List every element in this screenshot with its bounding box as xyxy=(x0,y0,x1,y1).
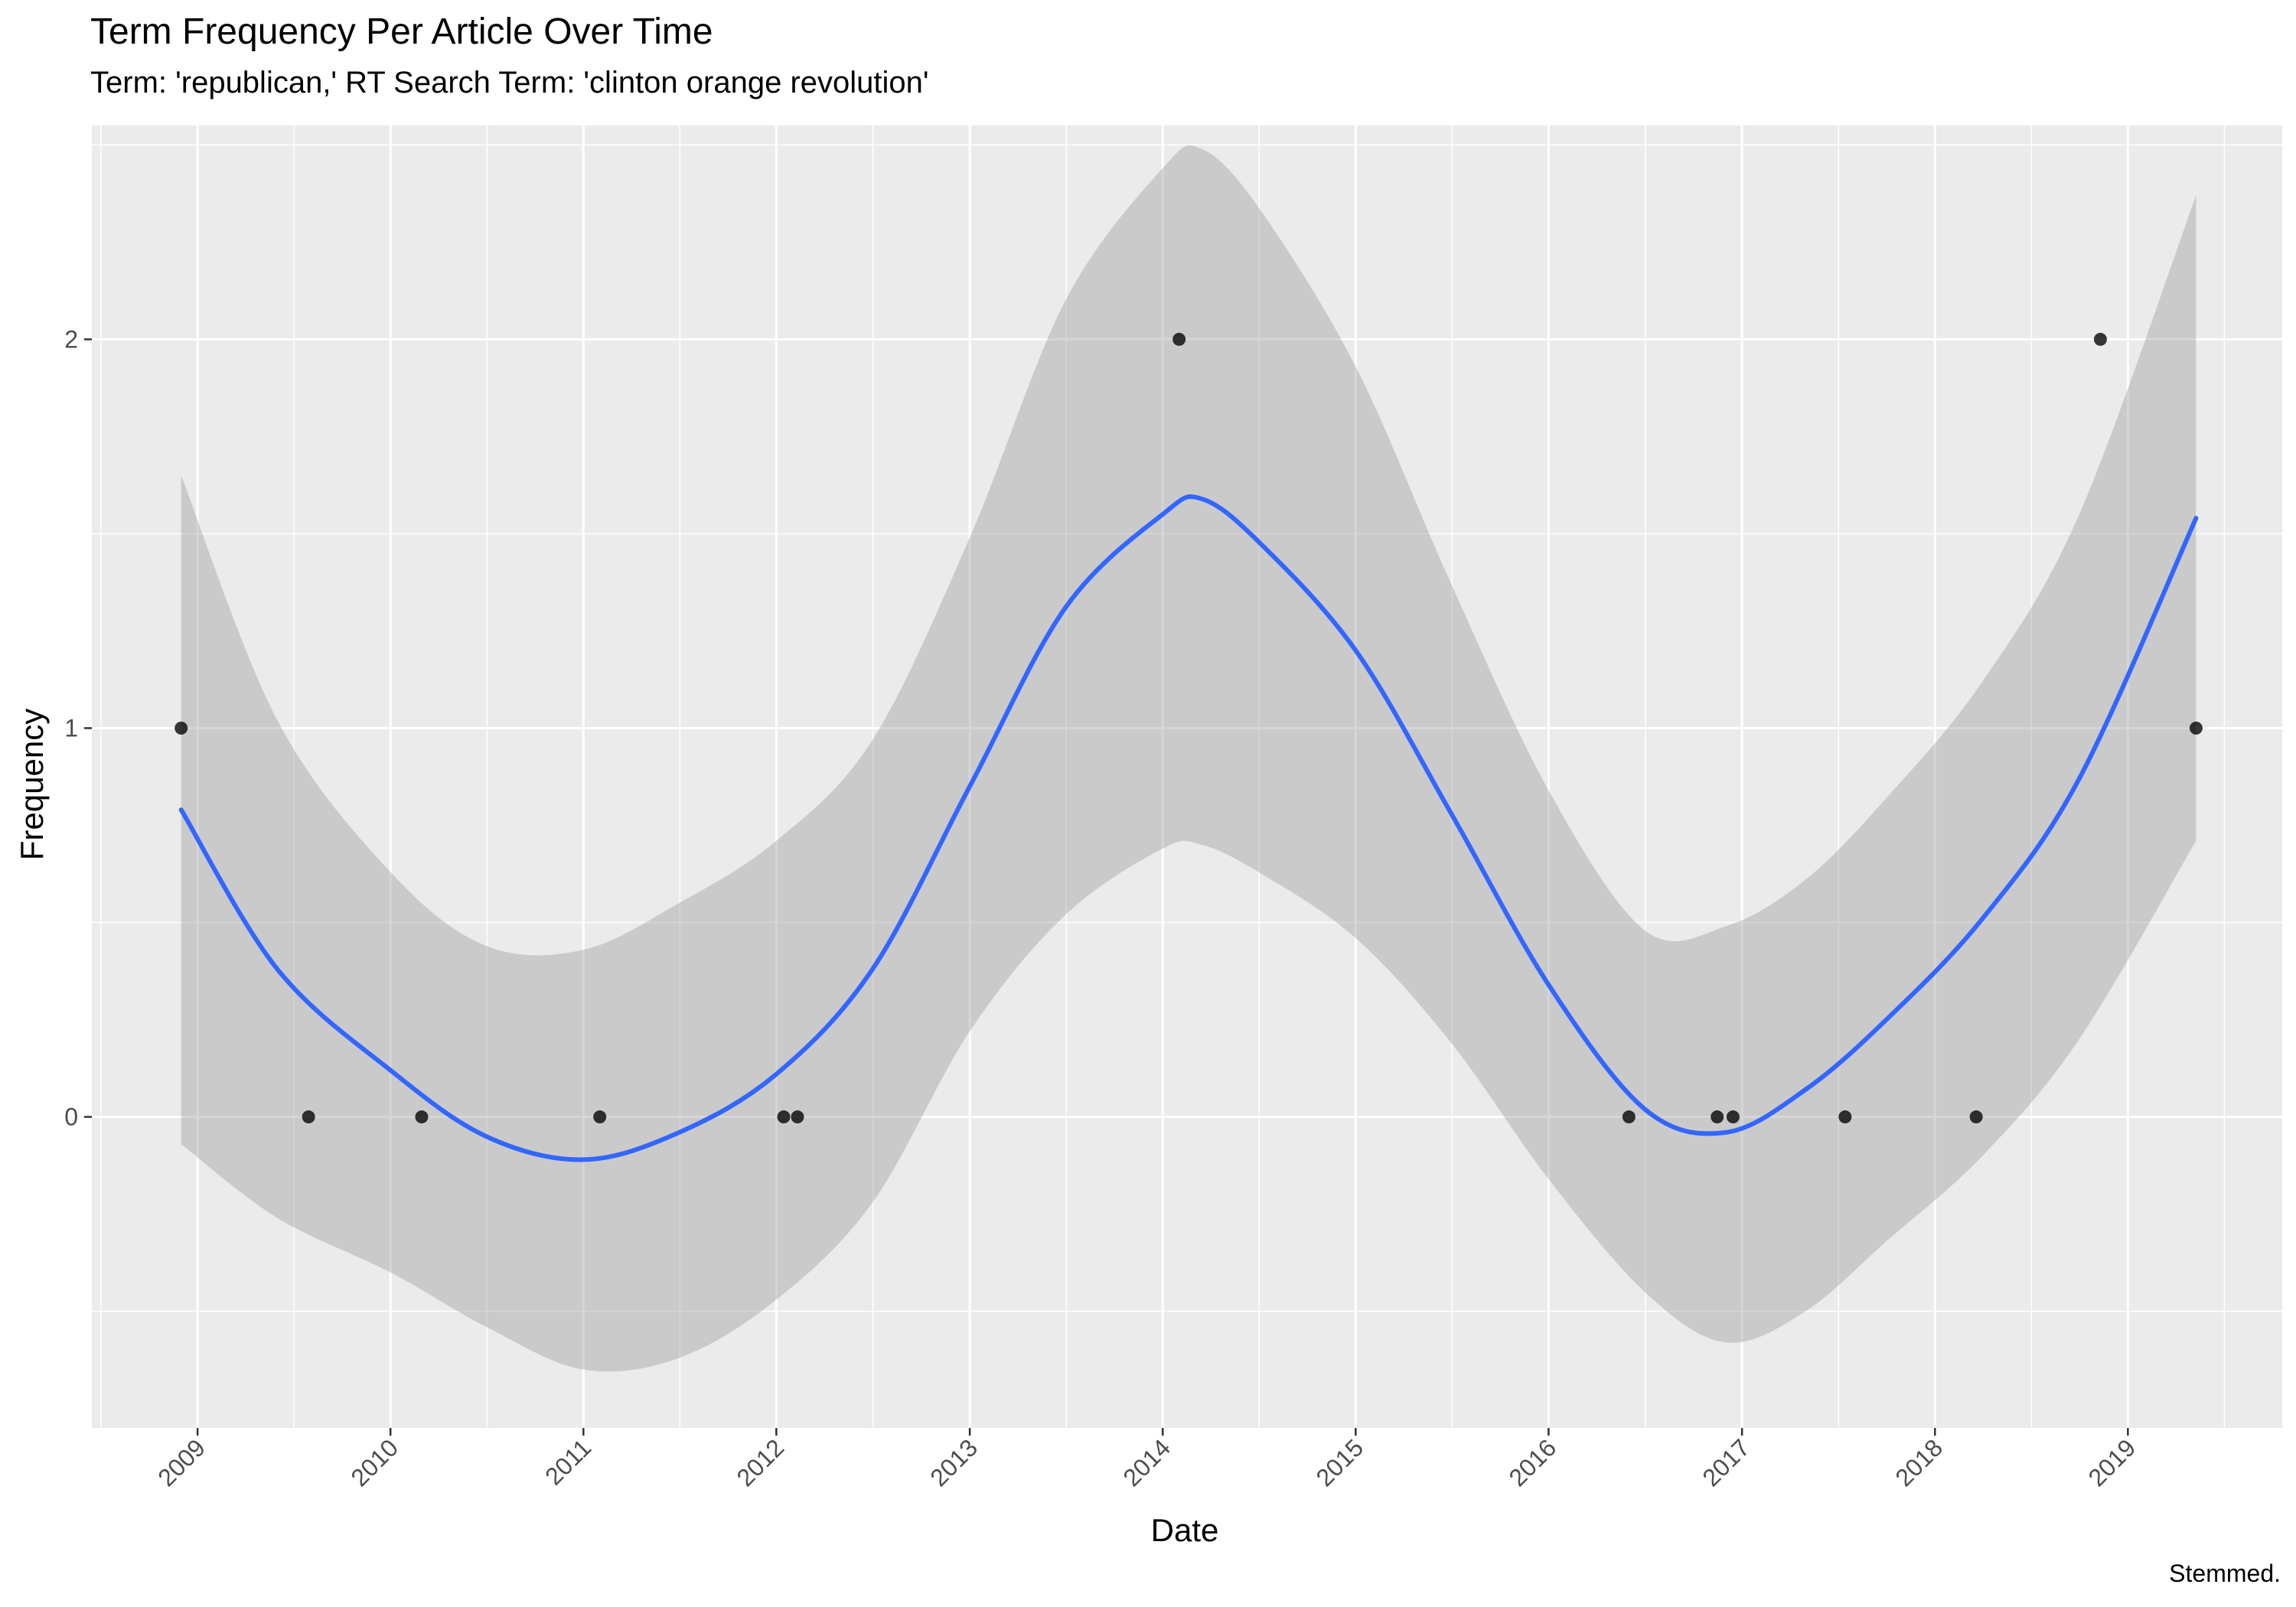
data-point xyxy=(777,1110,791,1124)
x-tick-label: 2014 xyxy=(1117,1433,1176,1491)
data-point xyxy=(2093,332,2107,346)
x-tick-label: 2017 xyxy=(1697,1433,1755,1491)
data-point xyxy=(174,721,188,735)
x-tick-label: 2013 xyxy=(925,1433,983,1491)
chart-caption: Stemmed. xyxy=(2169,1560,2281,1587)
x-tick-label: 2012 xyxy=(732,1433,790,1491)
data-point xyxy=(791,1110,804,1124)
x-tick-label: 2015 xyxy=(1310,1433,1368,1491)
x-tick-label: 2009 xyxy=(152,1433,210,1491)
y-tick-label: 2 xyxy=(64,325,78,353)
y-axis-title: Frequency xyxy=(14,709,50,860)
y-tick-label: 1 xyxy=(64,714,78,742)
x-axis-title: Date xyxy=(1151,1512,1219,1548)
confidence-band xyxy=(181,145,2197,1372)
data-point xyxy=(415,1110,429,1124)
chart-title: Term Frequency Per Article Over Time xyxy=(90,11,713,52)
data-point xyxy=(1711,1110,1724,1124)
data-point xyxy=(2189,721,2203,735)
panel-background xyxy=(92,125,2282,1428)
data-point xyxy=(1726,1110,1740,1124)
x-tick-label: 2011 xyxy=(540,1433,596,1490)
data-point xyxy=(302,1110,315,1124)
x-tick-label: 2019 xyxy=(2082,1433,2141,1491)
data-point xyxy=(1838,1110,1852,1124)
data-point xyxy=(1622,1110,1636,1124)
x-tick-label: 2010 xyxy=(345,1433,403,1491)
y-tick-label: 0 xyxy=(64,1103,78,1131)
chart-subtitle: Term: 'republican,' RT Search Term: 'cli… xyxy=(90,66,929,99)
data-point xyxy=(1969,1110,1983,1124)
x-tick-label: 2018 xyxy=(1890,1433,1948,1491)
smooth-trend-line xyxy=(178,494,2199,1162)
data-point xyxy=(1172,332,1186,346)
x-tick-label: 2016 xyxy=(1504,1433,1562,1491)
data-point xyxy=(593,1110,607,1124)
